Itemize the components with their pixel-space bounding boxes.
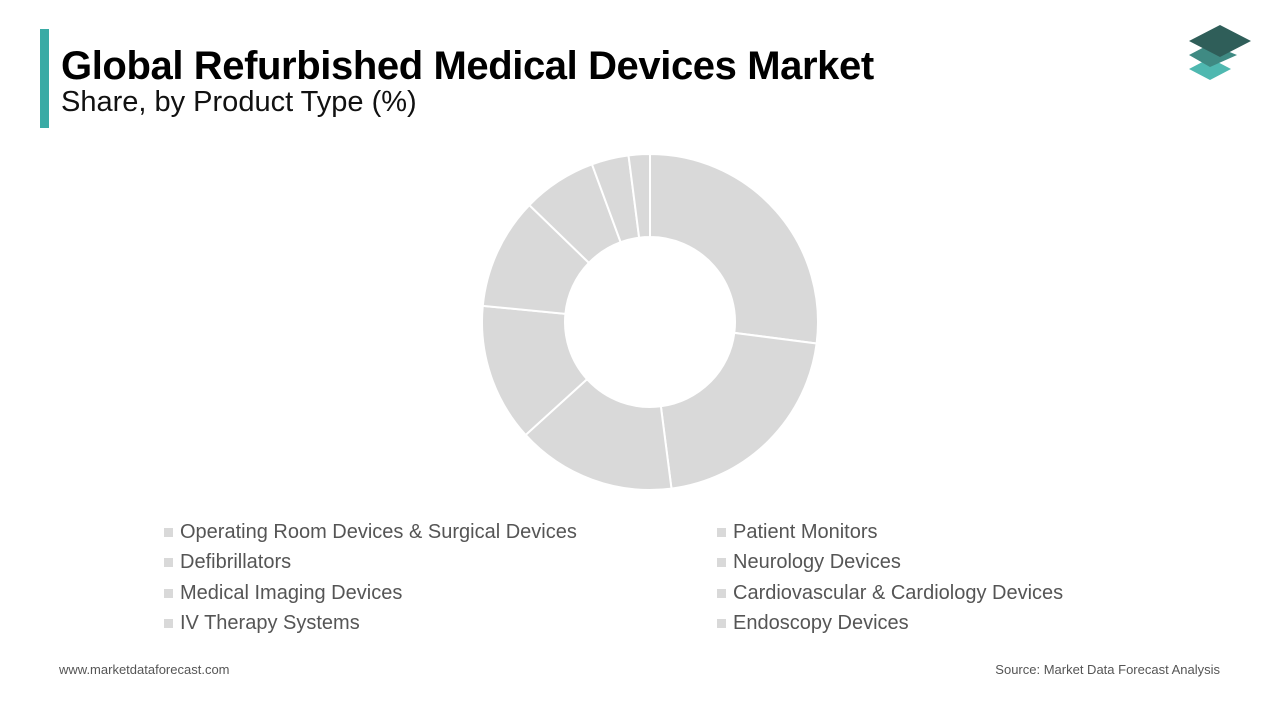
donut-slice-1 [649, 152, 819, 345]
chart-title: Global Refurbished Medical Devices Marke… [61, 44, 874, 88]
donut-slice-2 [659, 331, 818, 490]
stacked-layers-icon [1189, 25, 1251, 80]
website-footer: www.marketdataforecast.com [59, 662, 230, 677]
legend-item: Defibrillators [164, 548, 291, 578]
legend-label: Patient Monitors [733, 520, 878, 543]
legend-swatch [717, 558, 726, 567]
legend-label: Cardiovascular & Cardiology Devices [733, 581, 1064, 604]
legend-item: Neurology Devices [717, 548, 901, 578]
legend-item: Cardiovascular & Cardiology Devices [717, 578, 1063, 608]
donut-chart [481, 152, 819, 491]
logo-layer-top [1189, 25, 1251, 57]
legend-swatch [717, 588, 726, 598]
chart-subtitle: Share, by Product Type (%) [61, 86, 417, 118]
legend-item: Medical Imaging Devices [164, 578, 402, 608]
logo-layer-bottom [1189, 58, 1231, 80]
legend-item: Endoscopy Devices [717, 609, 909, 639]
legend-item: IV Therapy Systems [164, 609, 360, 639]
legend-swatch [717, 527, 726, 537]
source-footer: Source: Market Data Forecast Analysis [995, 662, 1220, 677]
chart-legend: Operating Room Devices & Surgical Device… [164, 517, 1164, 642]
accent-bar [40, 29, 49, 128]
legend-swatch [717, 619, 726, 628]
legend-item: Operating Room Devices & Surgical Device… [164, 517, 577, 547]
legend-label: Medical Imaging Devices [180, 581, 403, 604]
logo-layer-middle [1189, 44, 1237, 67]
legend-swatch [164, 619, 173, 628]
legend-swatch [164, 558, 173, 567]
legend-label: IV Therapy Systems [180, 612, 360, 634]
legend-label: Operating Room Devices & Surgical Device… [180, 520, 577, 543]
legend-label: Defibrillators [180, 551, 292, 573]
legend-item: Patient Monitors [717, 517, 878, 547]
legend-swatch [164, 588, 173, 598]
legend-label: Endoscopy Devices [733, 612, 909, 634]
donut-slice-8 [627, 152, 651, 239]
legend-swatch [164, 527, 173, 537]
legend-label: Neurology Devices [733, 551, 901, 573]
